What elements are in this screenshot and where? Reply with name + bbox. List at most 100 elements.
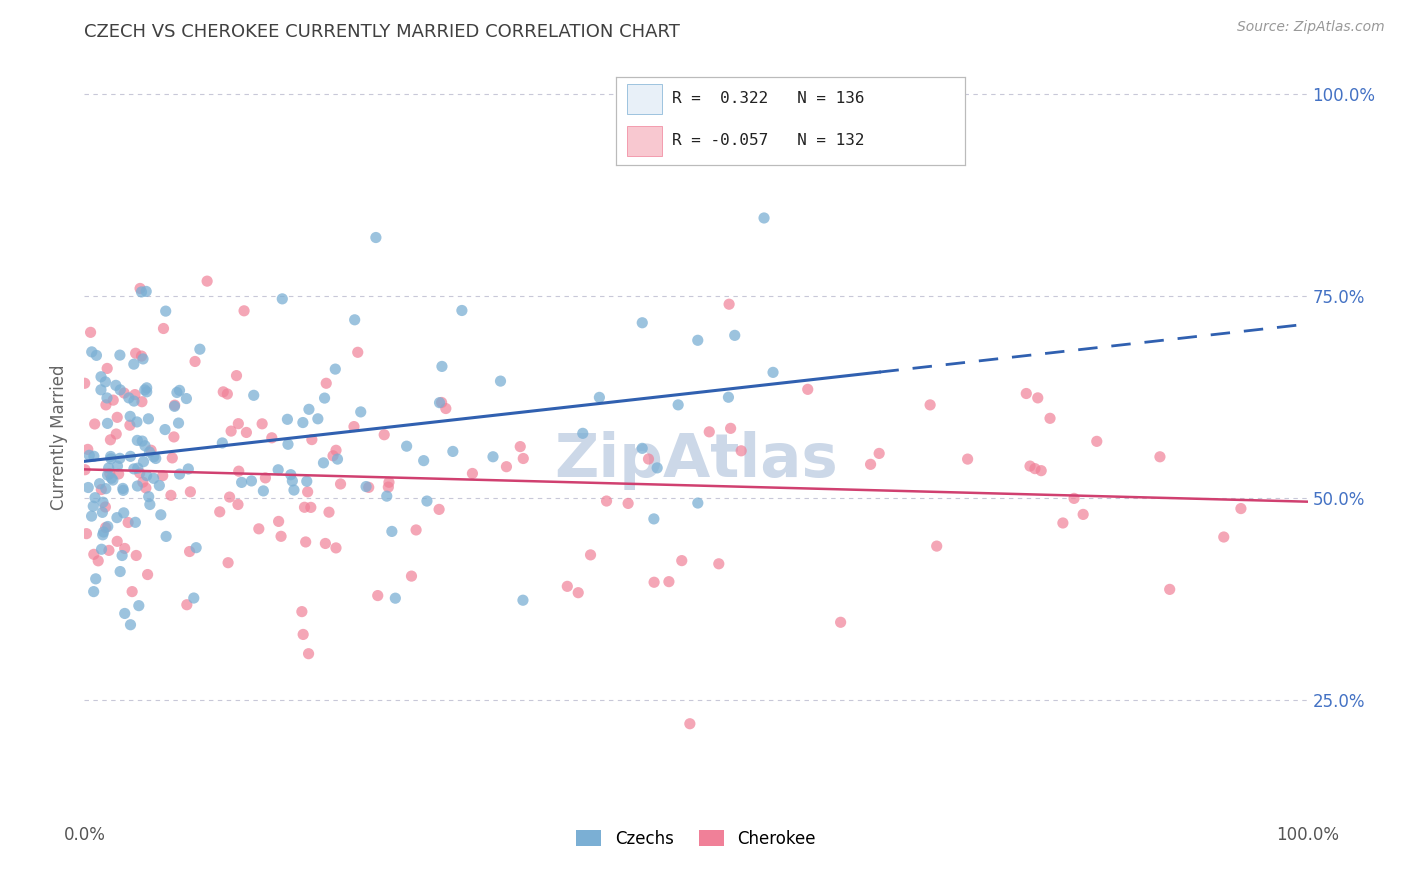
Point <box>219 424 242 438</box>
Point <box>482 450 505 464</box>
Point <box>384 591 406 606</box>
Point <box>112 506 135 520</box>
Point <box>294 535 316 549</box>
Point <box>730 443 752 458</box>
Point <box>1063 491 1085 506</box>
Point <box>567 585 589 599</box>
Point <box>461 467 484 481</box>
Point <box>631 442 654 456</box>
Point <box>671 554 693 568</box>
Point <box>1015 386 1038 401</box>
Point <box>247 522 270 536</box>
Point <box>631 316 654 330</box>
Point <box>96 361 118 376</box>
Point <box>395 439 418 453</box>
Point <box>378 475 401 490</box>
Point <box>1071 508 1094 522</box>
Point <box>233 303 256 318</box>
Point <box>375 489 398 503</box>
Point <box>509 440 531 454</box>
Point <box>120 409 142 424</box>
Point <box>294 500 316 515</box>
Point <box>177 462 200 476</box>
Point <box>101 473 124 487</box>
Point <box>105 534 128 549</box>
Point <box>107 467 129 481</box>
Point <box>131 434 153 448</box>
Point <box>325 541 347 555</box>
Point <box>326 452 349 467</box>
Point <box>90 483 112 497</box>
Point <box>131 394 153 409</box>
Point <box>617 496 640 510</box>
Point <box>163 430 186 444</box>
Point <box>100 433 122 447</box>
Point <box>859 458 882 472</box>
Point <box>195 274 218 288</box>
Point <box>307 412 329 426</box>
Point <box>112 386 135 401</box>
Point <box>186 541 208 555</box>
Point <box>686 496 709 510</box>
Point <box>153 423 176 437</box>
Point <box>94 398 117 412</box>
Point <box>416 494 439 508</box>
Point <box>643 575 665 590</box>
Point <box>231 475 253 490</box>
Point <box>139 498 162 512</box>
Point <box>301 433 323 447</box>
Point <box>90 542 112 557</box>
Point <box>132 455 155 469</box>
Point <box>94 520 117 534</box>
Point <box>299 500 322 515</box>
Point <box>91 495 114 509</box>
Point <box>179 484 201 499</box>
Point <box>129 281 152 295</box>
Point <box>134 439 156 453</box>
Point <box>91 505 114 519</box>
Point <box>188 342 211 356</box>
Point <box>217 556 239 570</box>
Point <box>666 398 689 412</box>
Point <box>925 539 948 553</box>
Point <box>135 384 157 399</box>
Point <box>658 574 681 589</box>
Point <box>489 374 512 388</box>
Point <box>91 528 114 542</box>
Point <box>270 529 292 543</box>
Point <box>167 416 190 430</box>
Point <box>430 359 453 374</box>
Point <box>1212 530 1234 544</box>
Point <box>588 390 610 404</box>
Point <box>127 434 149 448</box>
Point <box>132 475 155 490</box>
Point <box>697 425 720 439</box>
Point <box>87 554 110 568</box>
Point <box>124 387 146 401</box>
Point <box>145 451 167 466</box>
Point <box>314 536 336 550</box>
Point <box>1031 464 1053 478</box>
Point <box>83 417 105 431</box>
Point <box>100 451 122 466</box>
Y-axis label: Currently Married: Currently Married <box>51 364 69 510</box>
Point <box>128 599 150 613</box>
Point <box>118 418 141 433</box>
Point <box>136 567 159 582</box>
Point <box>176 598 198 612</box>
Point <box>271 292 294 306</box>
Point <box>127 479 149 493</box>
Point <box>717 390 740 404</box>
Point <box>1052 516 1074 530</box>
Point <box>112 483 135 498</box>
Point <box>212 384 235 399</box>
Point <box>166 385 188 400</box>
Point <box>1159 582 1181 597</box>
Point <box>762 365 785 379</box>
Point <box>297 647 319 661</box>
Point <box>350 405 373 419</box>
Point <box>401 569 423 583</box>
Point <box>80 509 103 524</box>
Point <box>354 479 377 493</box>
Point <box>111 482 134 496</box>
